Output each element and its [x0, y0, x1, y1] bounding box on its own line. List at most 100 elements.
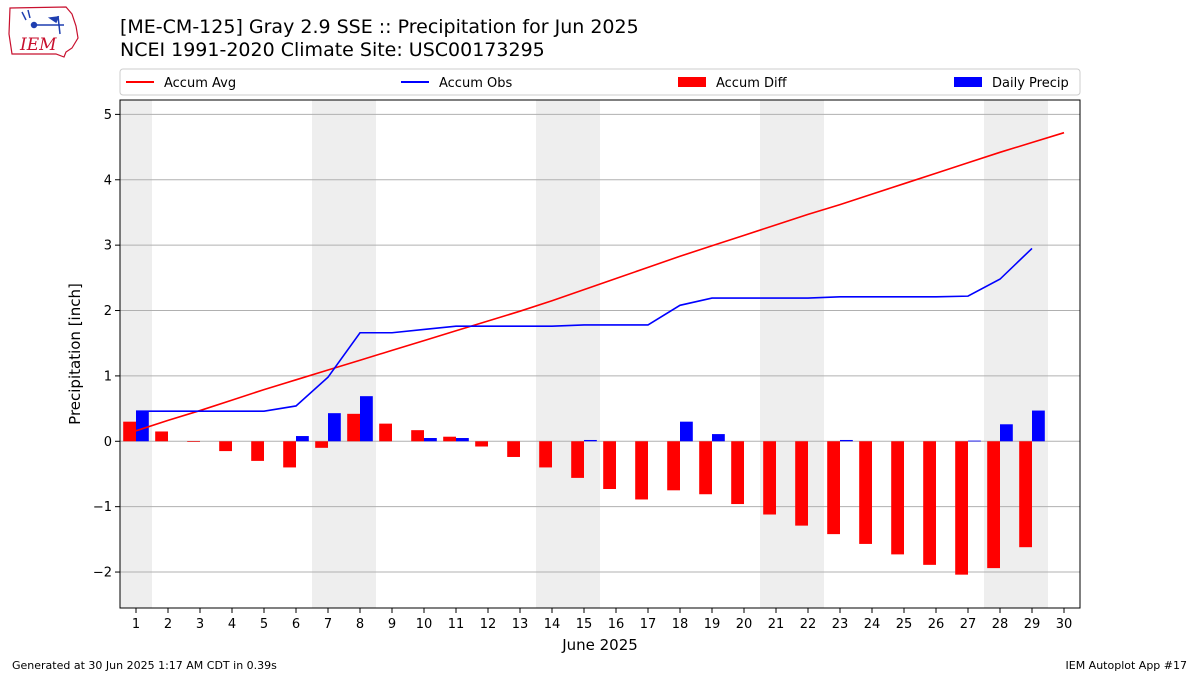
x-axis-label: June 2025 [561, 636, 638, 654]
x-tick-label: 27 [960, 617, 977, 632]
daily-precip-bar [136, 411, 149, 442]
plot-frame [119, 99, 1081, 609]
accum-diff-bar [667, 441, 680, 491]
accum-diff-bar [283, 441, 296, 468]
weather-station-icon [21, 9, 64, 35]
legend-swatch-bar [678, 77, 706, 87]
accum-diff-bar [635, 441, 648, 500]
accum-diff-bar [571, 441, 584, 478]
accum-obs-line [136, 247, 1033, 413]
daily-precip-bar [680, 421, 693, 442]
x-tick-label: 3 [196, 617, 204, 632]
daily-precip-bar [1000, 424, 1013, 442]
weekend-shade [120, 100, 152, 608]
daily-precip-bar [328, 413, 341, 442]
x-tick-label: 26 [928, 617, 945, 632]
x-tick-label: 15 [576, 617, 593, 632]
x-tick-label: 9 [388, 617, 396, 632]
daily-precip-bar [424, 438, 437, 442]
footer-app-id: IEM Autoplot App #17 [1065, 659, 1188, 672]
x-tick-label: 18 [672, 617, 689, 632]
x-tick-label: 2 [164, 617, 172, 632]
accum-diff-bar [859, 441, 872, 544]
accum-diff-bar [411, 430, 424, 442]
accum-diff-bar [475, 441, 488, 447]
accum-diff-bar [763, 441, 776, 515]
y-tick-label: −1 [93, 500, 112, 515]
x-tick-label: 21 [768, 617, 785, 632]
accum-diff-bar [251, 441, 264, 461]
y-tick-label: 0 [104, 435, 112, 450]
x-tick-label: 17 [640, 617, 657, 632]
accum-diff-bar [539, 441, 552, 468]
iem-logo: IEM [8, 6, 79, 58]
x-tick-label: 5 [260, 617, 268, 632]
y-tick-label: 2 [104, 304, 112, 319]
accum-diff-bar [315, 441, 328, 448]
x-tick-label: 19 [704, 617, 721, 632]
weekend-shade [760, 100, 824, 608]
x-tick-label: 4 [228, 617, 236, 632]
weekend-shade [536, 100, 600, 608]
accum-diff-bar [347, 413, 360, 442]
x-tick-label: 10 [416, 617, 433, 632]
daily-precip-bar [360, 396, 373, 442]
x-tick-label: 7 [324, 617, 332, 632]
y-tick-label: 4 [104, 173, 112, 188]
daily-precip-bar [296, 436, 309, 442]
x-tick-label: 1 [132, 617, 140, 632]
x-tick-label: 16 [608, 617, 625, 632]
legend-box [119, 68, 1081, 96]
x-tick-label: 20 [736, 617, 753, 632]
legend-label: Accum Obs [439, 76, 512, 91]
y-tick-label: 5 [104, 108, 112, 123]
daily-precip-bar [456, 438, 469, 442]
x-tick-label: 28 [992, 617, 1009, 632]
accum-diff-bar [603, 441, 616, 490]
x-tick-label: 24 [864, 617, 881, 632]
legend-label: Daily Precip [992, 76, 1069, 91]
x-tick-label: 25 [896, 617, 913, 632]
x-tick-label: 8 [356, 617, 364, 632]
y-axis-label: Precipitation [inch] [66, 283, 84, 425]
x-tick-label: 13 [512, 617, 529, 632]
x-tick-label: 12 [480, 617, 497, 632]
accum-diff-bar [443, 436, 456, 442]
x-tick-label: 29 [1024, 617, 1041, 632]
accum-diff-bar [187, 441, 200, 442]
chart-subtitle: NCEI 1991-2020 Climate Site: USC00173295 [120, 39, 545, 61]
y-tick-label: 1 [104, 369, 112, 384]
legend-label: Accum Avg [164, 76, 236, 91]
y-tick-label: −2 [93, 566, 112, 581]
daily-precip-bar [712, 434, 725, 442]
daily-precip-bar [968, 440, 981, 442]
accum-diff-bar [219, 441, 232, 452]
x-tick-label: 23 [832, 617, 849, 632]
accum-diff-bar [1019, 441, 1032, 548]
legend-swatch-bar [954, 77, 982, 87]
accum-avg-line [135, 131, 1065, 432]
accum-diff-bar [923, 441, 936, 565]
accum-diff-bar [987, 441, 1000, 569]
accum-diff-bar [795, 441, 808, 526]
accum-diff-bar [827, 441, 840, 535]
daily-precip-bar [840, 439, 853, 442]
accum-diff-bar [955, 441, 968, 575]
chart-title: [ME-CM-125] Gray 2.9 SSE :: Precipitatio… [120, 16, 639, 38]
x-tick-label: 14 [544, 617, 561, 632]
accum-diff-bar [891, 441, 904, 555]
accum-diff-bar [699, 441, 712, 495]
x-tick-label: 11 [448, 617, 465, 632]
daily-precip-bar [584, 439, 597, 442]
accum-diff-bar [731, 441, 744, 505]
accum-diff-bar [507, 441, 520, 457]
accum-diff-bar [123, 421, 136, 442]
logo-text: IEM [19, 35, 57, 55]
legend-label: Accum Diff [716, 76, 788, 91]
accum-diff-bar [379, 423, 392, 442]
x-tick-label: 22 [800, 617, 817, 632]
x-tick-label: 30 [1056, 617, 1073, 632]
daily-precip-bar [1032, 410, 1045, 442]
accum-diff-bar [155, 431, 168, 442]
